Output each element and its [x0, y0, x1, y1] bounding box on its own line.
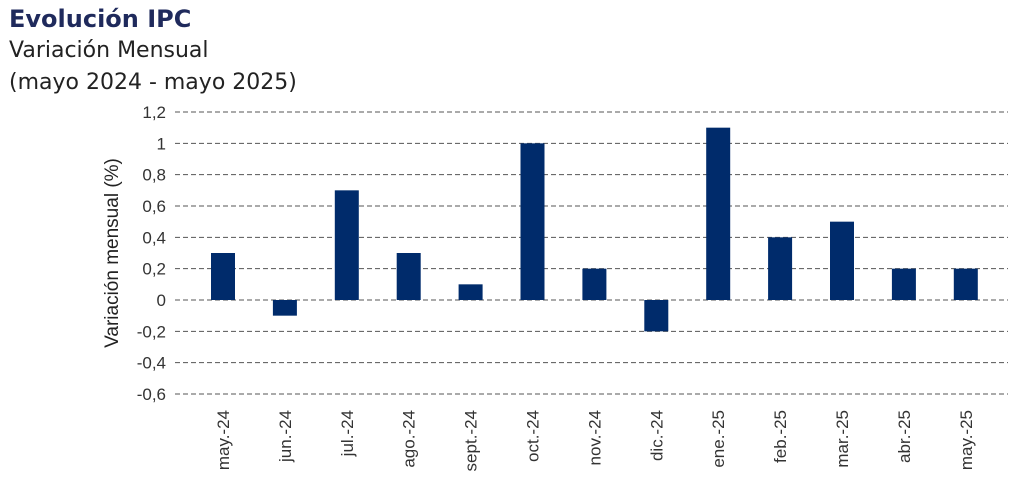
x-tick-label: dic.-24 [647, 410, 666, 461]
y-tick-label: 0,4 [142, 228, 166, 247]
bar-ene.-25 [706, 127, 731, 301]
y-tick-label: 0,2 [142, 260, 166, 279]
y-tick-label: 0 [157, 291, 166, 310]
x-tick-label: oct.-24 [524, 410, 543, 462]
bar-jul.-24 [334, 190, 359, 300]
bar-jun.-24 [272, 300, 297, 316]
bars [211, 127, 978, 332]
bar-dic.-24 [644, 300, 669, 332]
chart-period: (mayo 2024 - mayo 2025) [9, 70, 297, 95]
x-tick-label: jul.-24 [338, 410, 357, 457]
bar-oct.-24 [520, 143, 545, 300]
y-tick-label: -0,4 [137, 354, 166, 373]
x-tick-label: sept.-24 [462, 410, 481, 471]
bar-sept.-24 [458, 284, 483, 300]
x-tick-label: mar.-25 [833, 410, 852, 468]
bar-feb.-25 [768, 237, 793, 300]
chart-title: Evolución IPC [9, 5, 192, 33]
bar-may.-24 [211, 253, 235, 300]
x-tick-label: jun.-24 [276, 410, 295, 463]
y-tick-label: -0,6 [137, 385, 166, 404]
chart-subtitle: Variación Mensual [9, 38, 209, 63]
x-tick-label: nov.-24 [585, 410, 604, 465]
y-tick-label: 1 [157, 134, 166, 153]
y-axis-label: Variación mensual (%) [102, 158, 123, 348]
x-tick-label: may.-24 [214, 410, 233, 470]
x-tick-label: may.-25 [957, 410, 976, 470]
x-axis-ticks: may.-24 jun.-24 jul.-24 ago.-24 sept.-24 oct.… [214, 410, 976, 471]
y-tick-label: 0,8 [142, 166, 166, 185]
bar-mar.-25 [830, 221, 854, 300]
x-tick-label: abr.-25 [895, 410, 914, 463]
bar-abr.-25 [891, 268, 916, 300]
y-tick-label: -0,2 [137, 322, 166, 341]
bar-ago.-24 [396, 253, 421, 300]
bar-nov.-24 [582, 268, 607, 300]
y-axis-ticks: 1,2 1 0,8 0,6 0,4 0,2 0 -0,2 -0,4 -0,6 [137, 103, 166, 404]
bar-may.-25 [953, 268, 978, 300]
grid-layer [175, 111, 1008, 395]
x-tick-label: ago.-24 [400, 410, 419, 468]
x-tick-label: ene.-25 [709, 410, 728, 468]
x-tick-label: feb.-25 [771, 410, 790, 463]
y-tick-label: 1,2 [142, 103, 166, 122]
y-tick-label: 0,6 [142, 197, 166, 216]
